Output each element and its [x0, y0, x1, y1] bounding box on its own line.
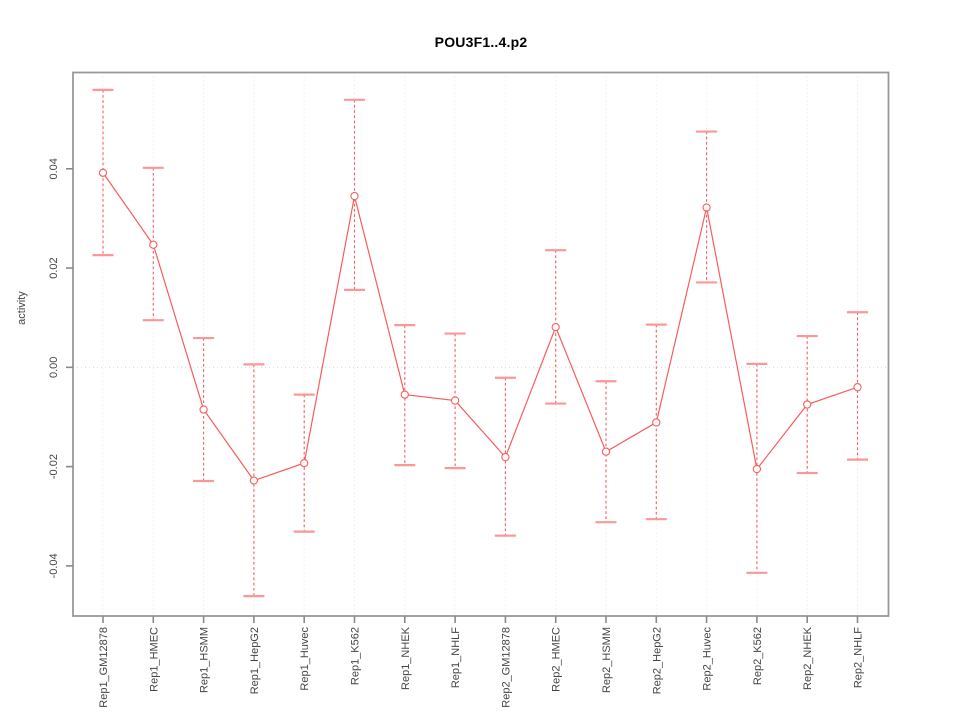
y-axis: -0.04 -0.02 0.00 0.02 0.04	[48, 158, 73, 578]
data-point-marker	[149, 240, 158, 249]
x-axis-tick-label: Rep1_GM12878	[98, 627, 110, 708]
y-axis-tick-label: 0.02	[48, 257, 60, 278]
error-bar	[444, 332, 466, 470]
data-point-marker	[601, 447, 611, 456]
x-axis-tick-label: Rep1_Huvec	[299, 627, 311, 691]
data-point-marker	[853, 383, 862, 392]
data-point-marker	[652, 418, 661, 427]
x-axis-tick-label: Rep2_NHLF	[853, 627, 865, 688]
x-axis-tick-label: Rep1_NHLF	[450, 627, 462, 688]
plot-border	[72, 71, 890, 617]
data-point-marker	[300, 458, 309, 468]
y-axis-tick-label: -0.02	[48, 454, 60, 479]
x-axis-tick-label: Rep2_Huvec	[702, 627, 714, 691]
error-bar	[142, 166, 164, 322]
y-axis-tick-label: 0.04	[48, 158, 60, 179]
x-axis-tick-label: Rep2_HMEC	[551, 627, 563, 692]
x-axis-tick-label: Rep2_NHEK	[802, 626, 814, 690]
data-point-marker	[752, 464, 762, 474]
y-axis-tick-label: -0.04	[48, 553, 60, 578]
error-bar	[92, 88, 114, 257]
y-axis-label: activity	[16, 291, 28, 325]
data-point-marker	[551, 322, 560, 332]
x-axis-tick-label: Rep1_HepG2	[249, 627, 261, 694]
error-bar	[645, 323, 667, 521]
data-point-marker	[400, 390, 409, 399]
error-bar	[696, 130, 718, 284]
data-point-marker	[501, 453, 510, 462]
data-point-marker	[702, 203, 711, 212]
data-point-marker	[450, 396, 460, 405]
chart-title: POU3F1..4.p2	[434, 34, 528, 50]
gridlines	[102, 72, 858, 616]
x-axis-tick-label: Rep1_NHEK	[400, 626, 412, 690]
x-axis-tick-label: Rep2_K562	[752, 627, 764, 685]
x-axis-tick-label: Rep2_HepG2	[651, 627, 663, 694]
error-bars	[92, 88, 868, 598]
error-bar	[545, 249, 567, 405]
x-axis-tick-label: Rep1_HMEC	[148, 627, 160, 692]
y-axis-tick-label: 0.00	[48, 357, 60, 378]
data-point-markers	[98, 168, 862, 485]
x-axis-tick-label: Rep1_HSMM	[199, 627, 211, 693]
error-bar	[193, 336, 215, 483]
data-point-marker	[98, 168, 108, 177]
data-point-marker	[350, 191, 359, 201]
x-axis: Rep1_GM12878 Rep1_HMEC Rep1_HSMM Rep1_HepG2…	[98, 616, 865, 708]
data-point-marker	[249, 476, 259, 485]
x-axis-tick-label: Rep2_GM12878	[500, 627, 512, 708]
x-axis-tick-label: Rep2_HSMM	[601, 627, 613, 693]
data-point-marker	[803, 400, 812, 409]
series-line	[102, 172, 858, 482]
error-bar	[595, 380, 617, 524]
x-axis-tick-label: Rep1_K562	[350, 627, 362, 685]
data-point-marker	[199, 405, 208, 414]
